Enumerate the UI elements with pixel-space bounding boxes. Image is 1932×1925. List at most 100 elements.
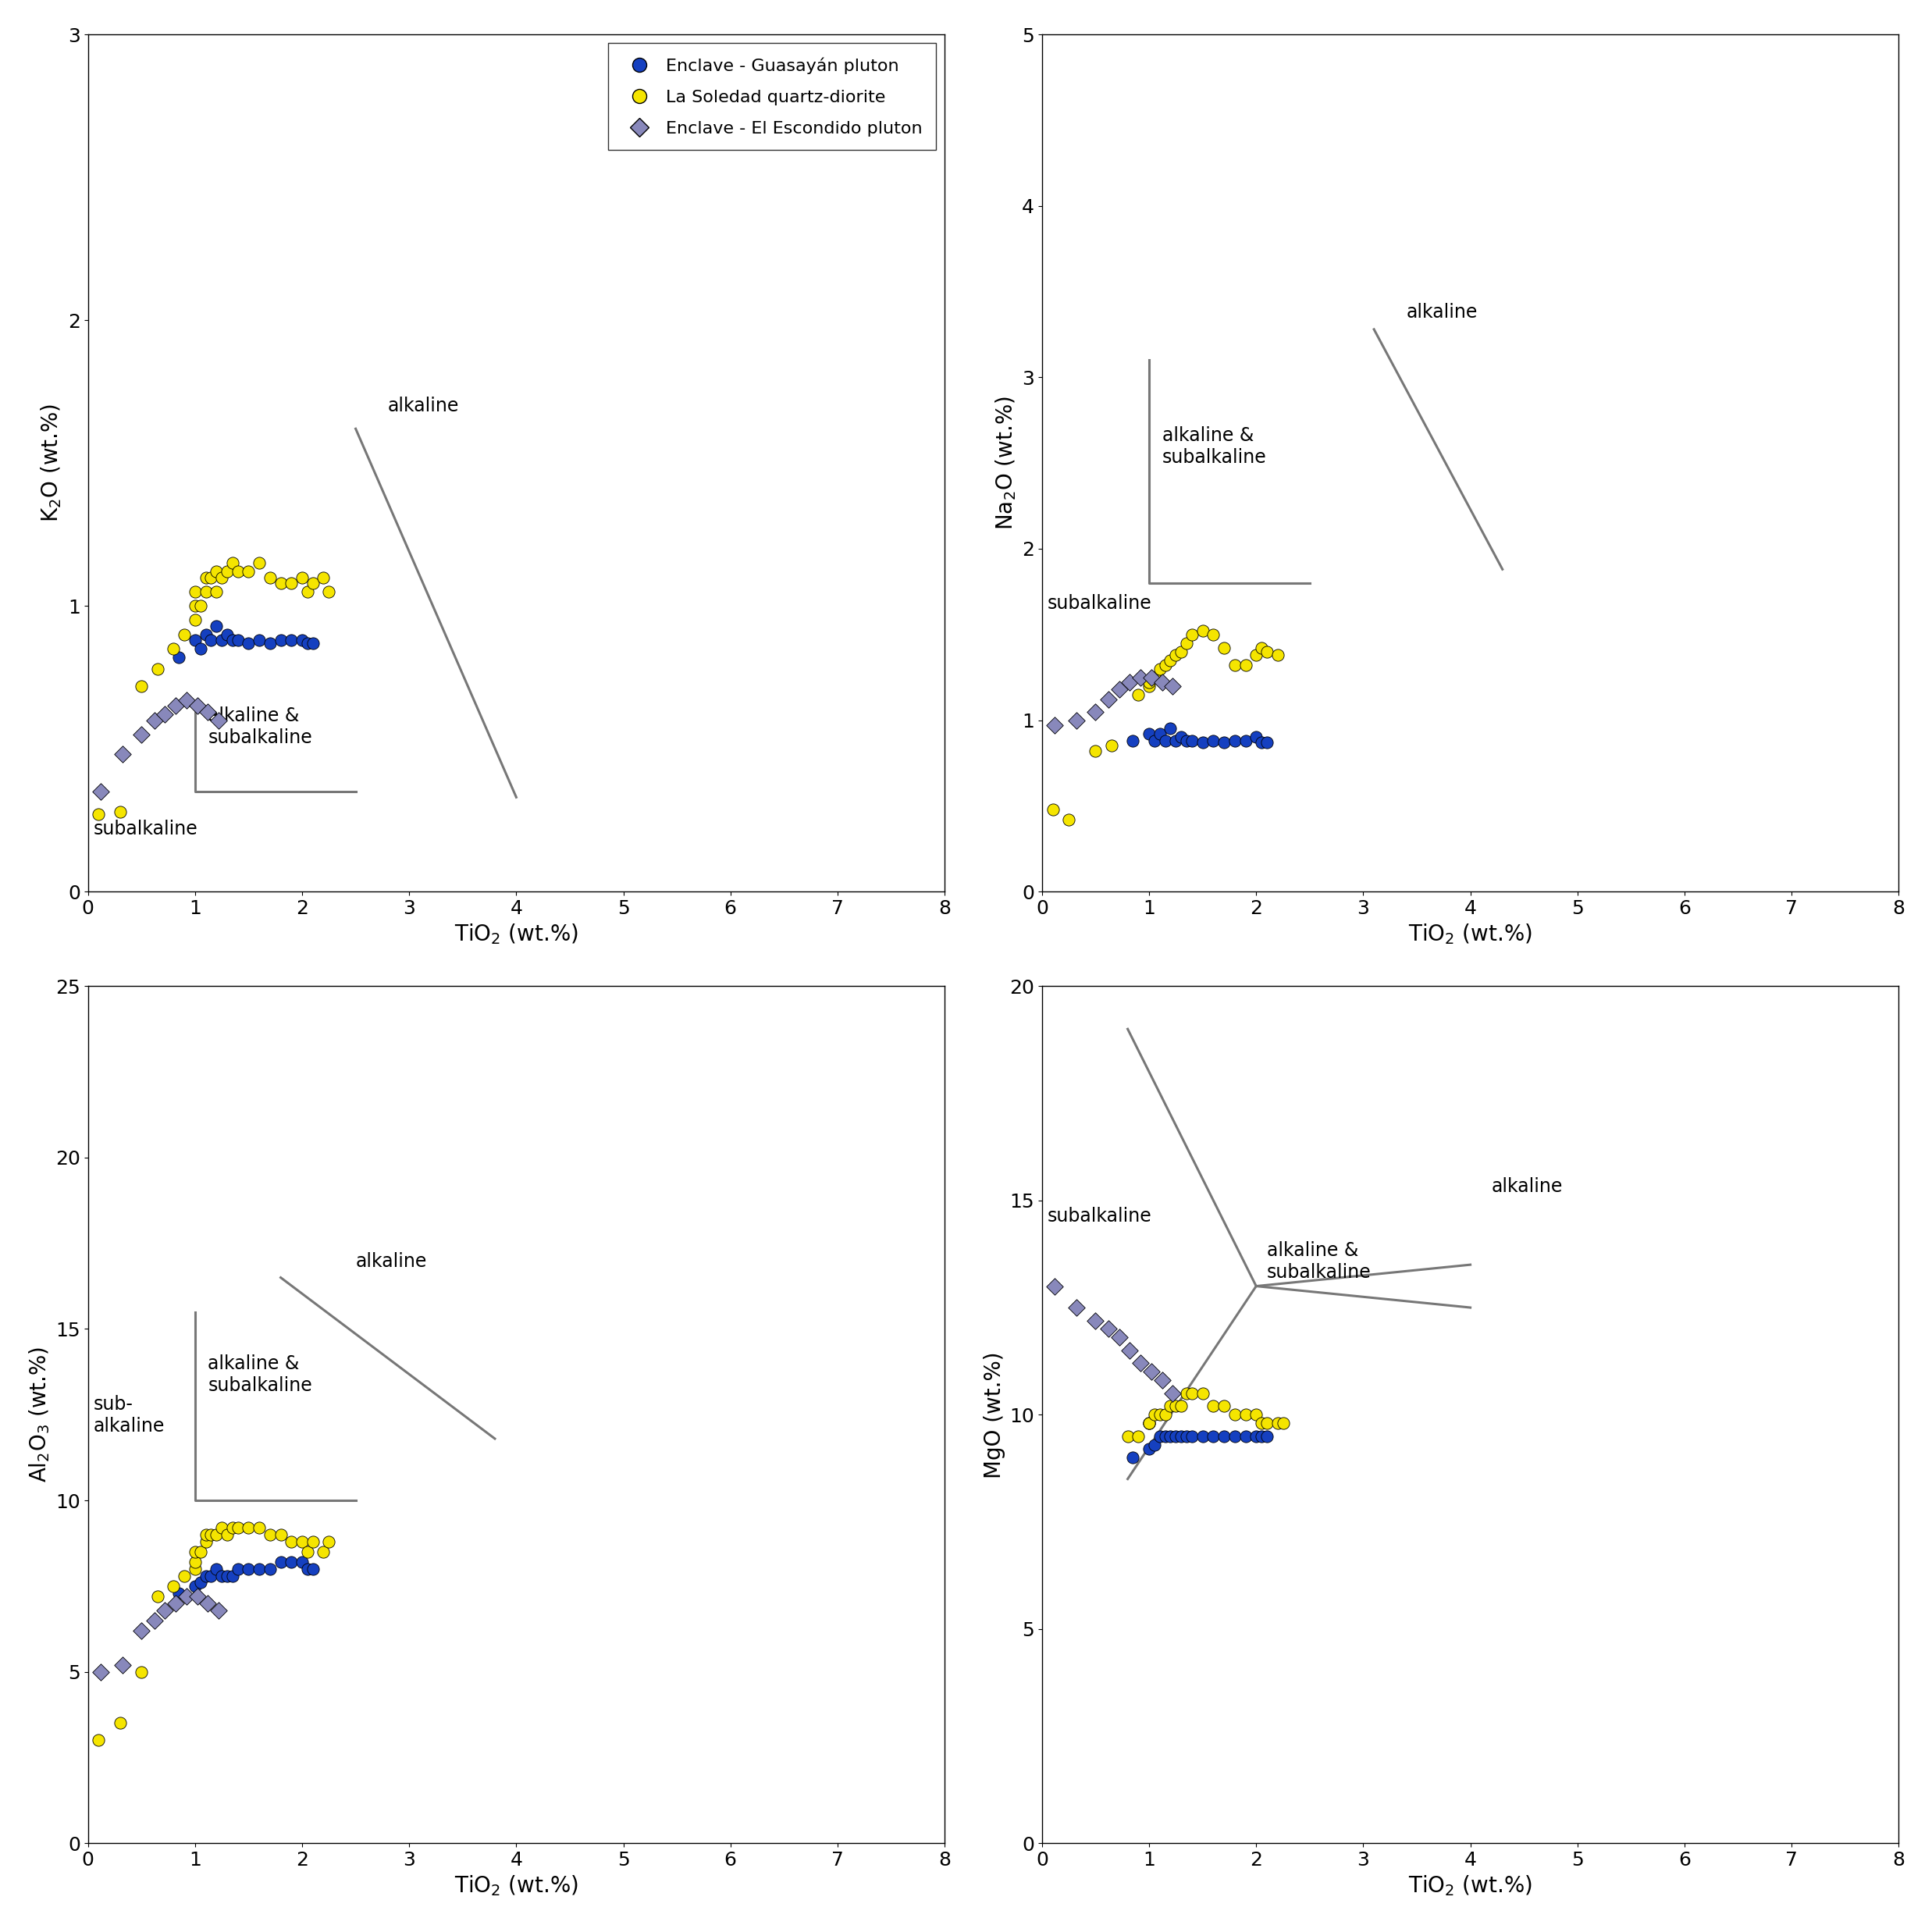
Point	[243, 547, 274, 578]
Point	[164, 641, 195, 672]
Point	[307, 1536, 338, 1567]
Point	[216, 547, 247, 578]
Point	[1094, 1313, 1124, 1344]
Point	[201, 576, 232, 606]
Point	[1198, 1390, 1229, 1421]
Y-axis label: MgO (wt.%): MgO (wt.%)	[983, 1351, 1005, 1478]
Point	[1080, 1305, 1111, 1336]
Point	[104, 1707, 135, 1738]
Point	[158, 1571, 189, 1602]
Text: alkaline &
subalkaline: alkaline & subalkaline	[209, 1353, 313, 1394]
Point	[292, 628, 323, 658]
Point	[1144, 718, 1175, 749]
Point	[85, 776, 116, 807]
Text: subalkaline: subalkaline	[1047, 595, 1151, 612]
Point	[1117, 1442, 1148, 1473]
Point	[298, 1527, 328, 1557]
Point	[255, 562, 286, 593]
Point	[1165, 635, 1196, 666]
Point	[168, 620, 199, 651]
Point	[1157, 670, 1188, 701]
Point	[126, 1615, 156, 1646]
Point	[1094, 683, 1124, 714]
Point	[234, 1553, 265, 1584]
Point	[83, 799, 114, 830]
Point	[189, 562, 220, 593]
Point	[180, 1571, 211, 1602]
Point	[1103, 1322, 1134, 1353]
Point	[168, 1561, 199, 1592]
Point	[106, 739, 137, 770]
Point	[255, 628, 286, 658]
X-axis label: TiO$_2$ (wt.%): TiO$_2$ (wt.%)	[1408, 922, 1532, 947]
Point	[195, 1561, 226, 1592]
Point	[207, 562, 238, 593]
Point	[1262, 1407, 1293, 1438]
Point	[189, 1561, 220, 1592]
Point	[158, 633, 189, 664]
Point	[1157, 1378, 1188, 1409]
Point	[193, 1588, 224, 1619]
Point	[1095, 730, 1126, 760]
Point	[1115, 1336, 1146, 1367]
Point	[1198, 726, 1229, 757]
Point	[292, 576, 323, 606]
Point	[139, 1605, 170, 1636]
Y-axis label: K$_2$O (wt.%): K$_2$O (wt.%)	[39, 404, 64, 522]
Point	[1246, 728, 1277, 758]
Point	[1134, 1407, 1165, 1438]
Point	[180, 626, 211, 656]
Point	[1209, 1390, 1240, 1421]
Point	[1136, 1357, 1167, 1388]
Point	[149, 1594, 180, 1625]
Point	[1171, 726, 1202, 757]
Point	[234, 1513, 265, 1544]
Point	[1113, 1421, 1144, 1451]
Point	[216, 1513, 247, 1544]
Text: alkaline &
subalkaline: alkaline & subalkaline	[1267, 1242, 1372, 1282]
Point	[126, 670, 156, 701]
Point	[1186, 1378, 1217, 1409]
Point	[149, 699, 180, 730]
Point	[106, 1650, 137, 1681]
X-axis label: TiO$_2$ (wt.%): TiO$_2$ (wt.%)	[1408, 1873, 1532, 1898]
Point	[1080, 735, 1111, 766]
Text: alkaline: alkaline	[1406, 302, 1478, 321]
Point	[1252, 1407, 1283, 1438]
Point	[1171, 1421, 1202, 1451]
Point	[1171, 1378, 1202, 1409]
Point	[1231, 726, 1262, 757]
Point	[222, 626, 253, 656]
Point	[203, 1594, 234, 1625]
Point	[276, 568, 307, 599]
Point	[243, 1513, 274, 1544]
Point	[182, 691, 213, 722]
Point	[1155, 1421, 1186, 1451]
Point	[207, 1513, 238, 1544]
Point	[265, 1519, 296, 1550]
Point	[1134, 670, 1165, 701]
Point	[1186, 728, 1217, 758]
Point	[1161, 1390, 1192, 1421]
Legend: Enclave - Guasayán pluton, La Soledad quartz-diorite, Enclave - El Escondido plu: Enclave - Guasayán pluton, La Soledad qu…	[609, 42, 935, 150]
Point	[189, 1519, 220, 1550]
Point	[1144, 1421, 1175, 1451]
Point	[286, 1546, 317, 1577]
Point	[276, 1527, 307, 1557]
Point	[216, 626, 247, 656]
Point	[185, 591, 216, 622]
Point	[213, 620, 243, 651]
Point	[1150, 1421, 1180, 1451]
Point	[1219, 726, 1250, 757]
Point	[1061, 1292, 1092, 1322]
Point	[172, 685, 203, 716]
Point	[160, 1588, 191, 1619]
Point	[201, 1553, 232, 1584]
Point	[1262, 639, 1293, 670]
Point	[1231, 651, 1262, 681]
Point	[313, 1527, 344, 1557]
Point	[1150, 1399, 1180, 1430]
Point	[1140, 1428, 1171, 1459]
Point	[189, 1527, 220, 1557]
Point	[1134, 1407, 1165, 1438]
